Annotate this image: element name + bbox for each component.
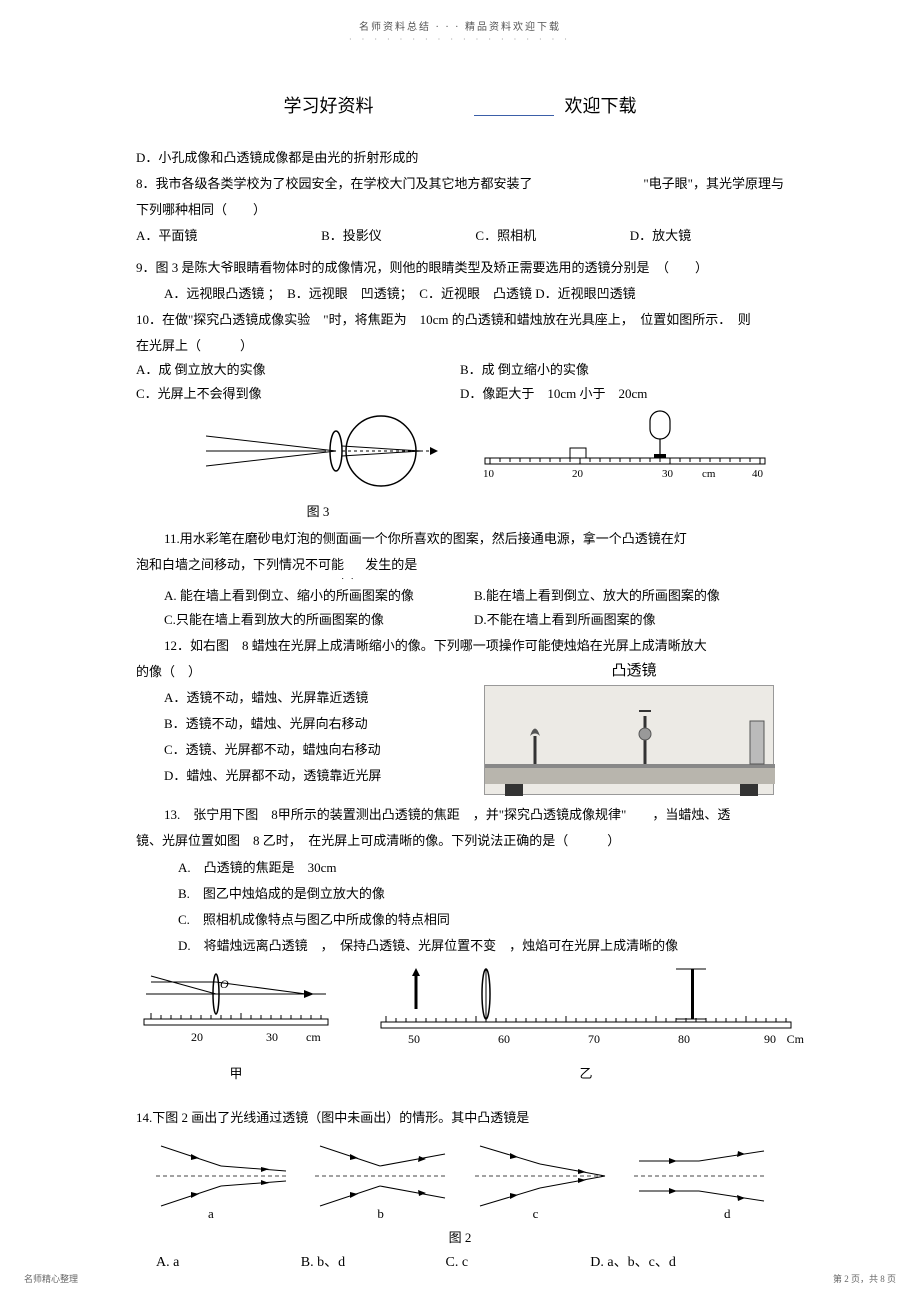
q11-opt-c: C.只能在墙上看到放大的所画图案的像 xyxy=(164,608,474,632)
q8-stem2: 下列哪种相同（ ） xyxy=(136,198,784,222)
q10-options-row1: A．成 倒立放大的实像 B．成 倒立缩小的实像 xyxy=(136,358,784,382)
q10-opt-d: D．像距大于 10cm 小于 20cm xyxy=(460,382,784,406)
q8-opt-c: C．照相机 xyxy=(475,224,629,248)
ruler-cm: cm xyxy=(702,464,715,484)
q14-stem: 14.下图 2 画出了光线通过透镜（图中未画出）的情形。其中凸透镜是 xyxy=(136,1106,784,1130)
footer-left: 名师精心整理 xyxy=(24,1272,78,1285)
q10-opt-b: B．成 倒立缩小的实像 xyxy=(460,358,784,382)
q13-opt-d: D. 将蜡烛远离凸透镜 ， 保持凸透镜、光屏位置不变 ，烛焰可在光屏上成清晰的像 xyxy=(136,934,784,958)
fig89-r-t60: 60 xyxy=(498,1028,510,1050)
page-title-row: 学习好资料 欢迎下载 xyxy=(0,92,920,118)
fig89-left-cm: cm xyxy=(306,1026,321,1048)
fig89-r-cm: Cm xyxy=(787,1028,804,1050)
q13-l1: 13. 张宁用下图 8甲所示的装置测出凸透镜的焦距 ，并"探究凸透镜成像规律" … xyxy=(136,803,784,827)
q12-opt-c: C．透镜、光屏都不动，蜡烛向右移动 xyxy=(136,738,484,762)
q8-options: A．平面镜 B．投影仪 C．照相机 D．放大镜 xyxy=(136,224,784,248)
title-underline xyxy=(474,115,554,116)
q14-answers: A. a B. b、d C. c D. a、b、c、d xyxy=(136,1250,784,1276)
q11-opts-r2: C.只能在墙上看到放大的所画图案的像 D.不能在墙上看到所画图案的像 xyxy=(136,608,784,632)
fig3-caption: 图 3 xyxy=(176,500,460,524)
lens-b: b xyxy=(305,1136,455,1226)
q12-label: 凸透镜 xyxy=(484,658,784,686)
fig89-right: 50 60 70 80 90 Cm 乙 xyxy=(376,964,796,1086)
q12-opt-b: B．透镜不动，蜡烛、光屏向右移动 xyxy=(136,712,484,736)
q9-stem: 9．图 3 是陈大爷眼睛看物体时的成像情况，则他的眼睛类型及矫正需要选用的透镜分… xyxy=(136,256,784,280)
q11-opts-r1: A. 能在墙上看到倒立、缩小的所画图案的像 B.能在墙上看到倒立、放大的所画图案… xyxy=(136,584,784,608)
q14-figure: a b c xyxy=(136,1136,784,1226)
q13-opt-b: B. 图乙中烛焰成的是倒立放大的像 xyxy=(136,882,784,906)
lens-d: d xyxy=(624,1136,774,1226)
q10-opt-c: C．光屏上不会得到像 xyxy=(136,382,460,406)
ruler-t40: 40 xyxy=(752,464,763,484)
q14-ans-a: A. a xyxy=(156,1250,301,1276)
label-a: a xyxy=(208,1202,214,1226)
q14-ans-d: D. a、b、c、d xyxy=(590,1250,764,1276)
q11-opt-d: D.不能在墙上看到所画图案的像 xyxy=(474,608,784,632)
ruler-t30: 30 xyxy=(662,464,673,484)
label-d: d xyxy=(724,1202,731,1226)
q12-l2: 的像（ ） xyxy=(136,660,484,684)
q10-opt-a: A．成 倒立放大的实像 xyxy=(136,358,460,382)
fig89-right-caption: 乙 xyxy=(376,1062,796,1086)
title-right: 欢迎下载 xyxy=(565,92,637,118)
q11-opt-b: B.能在墙上看到倒立、放大的所画图案的像 xyxy=(474,584,784,608)
q10-stem2: 在光屏上（ ） xyxy=(136,334,784,358)
q12-l1: 12．如右图 8 蜡烛在光屏上成清晰缩小的像。下列哪一项操作可能使烛焰在光屏上成… xyxy=(136,634,784,658)
title-left: 学习好资料 xyxy=(284,92,374,118)
ruler-t10: 10 xyxy=(483,464,494,484)
q13-opt-a: A. 凸透镜的焦距是 30cm xyxy=(136,856,784,880)
q9-options: A．远视眼凸透镜 ； B．远视眼 凹透镜； C．近视眼 凸透镜 D．近视眼凹透镜 xyxy=(136,282,784,306)
top-header-dots: · · · · · · · · · · · · · · · · · · xyxy=(0,35,920,44)
q12-figure: 凸透镜 xyxy=(484,658,784,796)
fig89-r-t70: 70 xyxy=(588,1028,600,1050)
q12-body: 的像（ ） A．透镜不动，蜡烛、光屏靠近透镜 B．透镜不动，蜡烛、光屏向右移动 … xyxy=(136,658,784,796)
q14-ans-b: B. b、d xyxy=(301,1250,446,1276)
fig89-r-t50: 50 xyxy=(408,1028,420,1050)
fig89-left-t30: 30 xyxy=(266,1026,278,1048)
ruler-t20: 20 xyxy=(572,464,583,484)
q12-opt-a: A．透镜不动，蜡烛、光屏靠近透镜 xyxy=(136,686,484,710)
q11-l1: 11.用水彩笔在磨砂电灯泡的侧面画一个你所喜欢的图案，然后接通电源，拿一个凸透镜… xyxy=(136,527,784,551)
fig89-r-t90: 90 xyxy=(764,1028,776,1050)
q-prev-d: D．小孔成像和凸透镜成像都是由光的折射形成的 xyxy=(136,146,784,170)
lens-photo xyxy=(484,685,774,795)
footer-right: 第 2 页，共 8 页 xyxy=(833,1272,896,1285)
fig89-left-caption: 甲 xyxy=(136,1062,336,1086)
label-b: b xyxy=(377,1202,384,1226)
q8-opt-b: B．投影仪 xyxy=(321,224,475,248)
q8-opt-d: D．放大镜 xyxy=(630,224,784,248)
ruler-diagram: 10 20 30 cm 40 xyxy=(480,406,760,486)
q8-stem1: 8．我市各级各类学校为了校园安全，在学校大门及其它地方都安装了 xyxy=(136,172,533,196)
q11-opt-a: A. 能在墙上看到倒立、缩小的所画图案的像 xyxy=(164,584,474,608)
fig89-row: O 20 30 cm 甲 xyxy=(136,964,784,1086)
fig89-left-t20: 20 xyxy=(191,1026,203,1048)
q10-stem1: 10．在做"探究凸透镜成像实验 "时，将焦距为 10cm 的凸透镜和蜡烛放在光具… xyxy=(136,308,784,332)
q14-ans-c: C. c xyxy=(446,1250,591,1276)
label-c: c xyxy=(533,1202,539,1226)
lens-c: c xyxy=(465,1136,615,1226)
q8-stem: 8．我市各级各类学校为了校园安全，在学校大门及其它地方都安装了 "电子眼"，其光… xyxy=(136,172,784,196)
fig3-eye-diagram xyxy=(206,406,446,496)
q8-quote: "电子眼"，其光学原理与 xyxy=(643,172,784,196)
q13-opt-c: C. 照相机成像特点与图乙中所成像的特点相同 xyxy=(136,908,784,932)
fig89-left: O 20 30 cm 甲 xyxy=(136,964,336,1086)
content-body: D．小孔成像和凸透镜成像都是由光的折射形成的 8．我市各级各类学校为了校园安全，… xyxy=(0,118,920,1276)
q13-l2: 镜、光屏位置如图 8 乙时， 在光屏上可成清晰的像。下列说法正确的是（ ） xyxy=(136,829,784,853)
top-header: 名师资料总结 · · · 精品资料欢迎下载 xyxy=(0,0,920,33)
q12-opt-d: D．蜡烛、光屏都不动，透镜靠近光屏 xyxy=(136,764,484,788)
fig2-caption: 图 2 xyxy=(136,1226,784,1250)
q8-opt-a: A．平面镜 xyxy=(136,224,321,248)
q10-options-row2: C．光屏上不会得到像 D．像距大于 10cm 小于 20cm xyxy=(136,382,784,406)
fig89-r-t80: 80 xyxy=(678,1028,690,1050)
lens-a: a xyxy=(146,1136,296,1226)
figures-row: 图 3 10 20 xyxy=(136,406,784,524)
